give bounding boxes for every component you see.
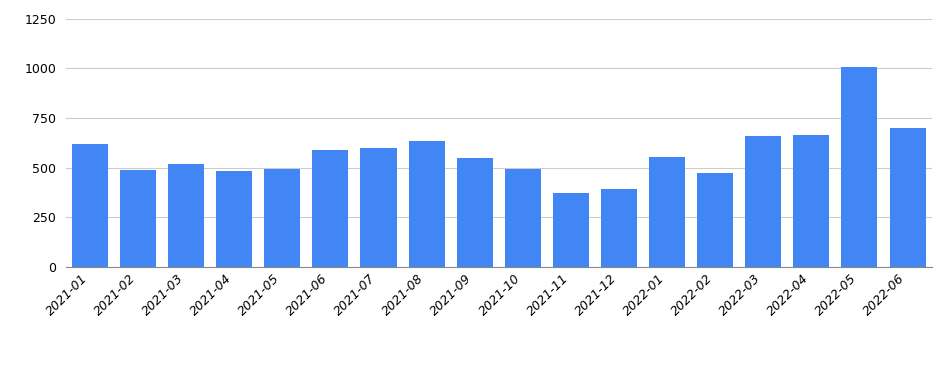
Bar bbox=[168, 164, 204, 267]
Bar bbox=[889, 128, 926, 267]
Bar bbox=[793, 135, 829, 267]
Bar bbox=[216, 171, 252, 267]
Bar bbox=[312, 150, 348, 267]
Bar bbox=[456, 158, 493, 267]
Bar bbox=[72, 144, 108, 267]
Bar bbox=[601, 188, 637, 267]
Bar bbox=[264, 169, 300, 267]
Bar bbox=[504, 169, 541, 267]
Bar bbox=[697, 173, 733, 267]
Bar bbox=[841, 67, 877, 267]
Bar bbox=[649, 157, 685, 267]
Bar bbox=[360, 148, 396, 267]
Bar bbox=[408, 141, 444, 267]
Bar bbox=[552, 193, 589, 267]
Bar bbox=[745, 136, 781, 267]
Bar bbox=[120, 170, 156, 267]
